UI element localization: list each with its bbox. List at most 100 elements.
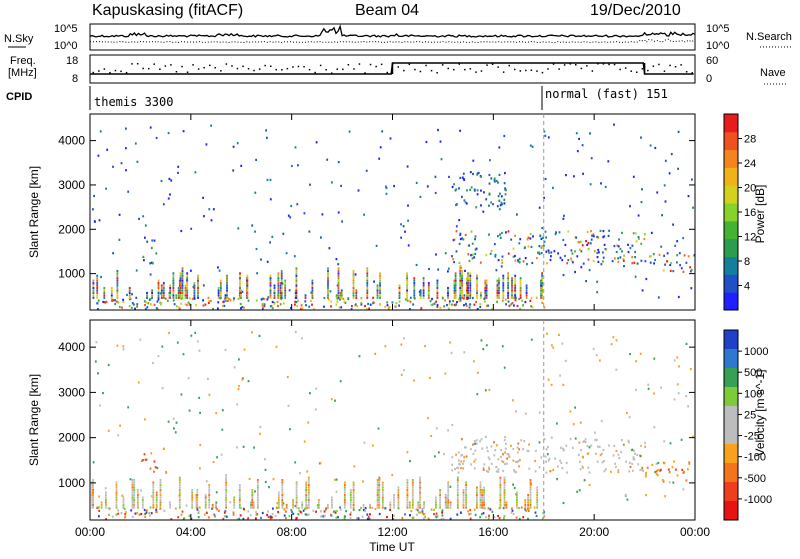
- echo-cell: [208, 484, 211, 487]
- echo-cell: [208, 393, 211, 396]
- echo-cell: [197, 282, 199, 285]
- echo-cell: [634, 275, 637, 278]
- echo-cell: [631, 256, 634, 259]
- echo-cell: [170, 179, 173, 182]
- echo-cell: [413, 284, 416, 287]
- echo-cell: [366, 272, 369, 275]
- echo-cell: [467, 277, 469, 280]
- echo-cell: [462, 494, 465, 497]
- echo-cell: [279, 286, 282, 290]
- echo-cell: [456, 503, 459, 507]
- echo-cell: [538, 441, 541, 444]
- echo-cell: [159, 484, 162, 487]
- echo-cell: [263, 303, 266, 306]
- echo-cell: [155, 496, 158, 499]
- echo-cell: [507, 289, 509, 292]
- echo-cell: [224, 348, 227, 351]
- echo-cell: [273, 286, 276, 290]
- echo-cell: [504, 442, 507, 445]
- echo-cell: [552, 468, 555, 472]
- echo-cell: [325, 508, 327, 511]
- echo-cell: [175, 305, 178, 308]
- echo-cell: [208, 489, 211, 492]
- echo-cell: [521, 299, 523, 302]
- echo-cell: [514, 289, 516, 292]
- echo-cell: [285, 517, 287, 520]
- echo-cell: [484, 435, 487, 438]
- echo-cell: [282, 232, 285, 235]
- echo-cell: [588, 446, 591, 449]
- echo-cell: [330, 398, 333, 401]
- echo-cell: [680, 267, 683, 270]
- echo-cell: [135, 269, 138, 272]
- echo-cell: [280, 272, 283, 275]
- echo-cell: [188, 303, 191, 306]
- echo-cell: [406, 274, 408, 277]
- echo-cell: [435, 512, 438, 515]
- echo-cell: [162, 286, 165, 290]
- echo-cell: [242, 445, 245, 448]
- echo-cell: [519, 282, 522, 285]
- echo-cell: [485, 254, 488, 257]
- echo-cell: [355, 289, 358, 292]
- echo-cell: [657, 469, 659, 472]
- echo-cell: [299, 510, 302, 514]
- echo-cell: [476, 296, 478, 299]
- nave-dot: [98, 70, 100, 72]
- echo-cell: [280, 289, 283, 292]
- echo-cell: [456, 486, 459, 489]
- echo-cell: [217, 307, 219, 310]
- echo-cell: [125, 169, 127, 172]
- echo-cell: [504, 298, 507, 301]
- echo-cell: [269, 282, 272, 285]
- echo-cell: [226, 279, 228, 282]
- echo-cell: [393, 506, 395, 509]
- echo-cell: [407, 219, 409, 222]
- echo-cell: [465, 486, 467, 489]
- echo-cell: [157, 286, 160, 290]
- echo-cell: [500, 265, 503, 268]
- echo-cell: [682, 488, 685, 491]
- echo-cell: [120, 512, 123, 515]
- echo-cell: [311, 303, 313, 306]
- echo-cell: [246, 291, 249, 294]
- echo-cell: [411, 516, 414, 519]
- echo-cell: [295, 289, 298, 292]
- echo-cell: [197, 286, 199, 290]
- echo-cell: [331, 181, 333, 184]
- echo-cell: [197, 296, 199, 299]
- echo-cell: [515, 516, 518, 519]
- nave-dot: [647, 69, 649, 72]
- echo-cell: [378, 506, 381, 509]
- echo-cell: [663, 440, 666, 443]
- echo-cell: [271, 307, 274, 310]
- echo-cell: [277, 274, 280, 277]
- echo-cell: [92, 494, 94, 497]
- echo-cell: [519, 286, 522, 290]
- echo-cell: [378, 503, 381, 507]
- echo-cell: [261, 511, 264, 515]
- echo-cell: [100, 506, 103, 509]
- echo-cell: [217, 301, 220, 304]
- echo-cell: [352, 494, 355, 497]
- echo-cell: [366, 518, 369, 520]
- echo-cell: [470, 230, 473, 233]
- echo-cell: [494, 253, 497, 256]
- echo-cell: [239, 282, 241, 285]
- nave-dot: [419, 70, 422, 73]
- echo-cell: [540, 282, 542, 285]
- nave-dot: [314, 71, 316, 74]
- echo-cell: [400, 236, 402, 239]
- echo-cell: [541, 291, 543, 294]
- echo-cell: [224, 515, 226, 518]
- echo-cell: [184, 284, 187, 287]
- echo-cell: [534, 470, 537, 473]
- echo-cell: [277, 277, 280, 280]
- echo-cell: [487, 304, 490, 307]
- colorbar-swatch: [724, 114, 738, 133]
- echo-cell: [155, 508, 158, 511]
- echo-cell: [293, 255, 296, 258]
- echo-cell: [423, 503, 425, 507]
- echo-cell: [225, 499, 227, 502]
- echo-cell: [222, 301, 225, 304]
